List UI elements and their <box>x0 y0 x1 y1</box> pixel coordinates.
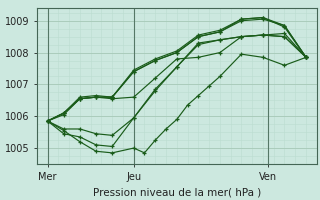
X-axis label: Pression niveau de la mer( hPa ): Pression niveau de la mer( hPa ) <box>93 187 261 197</box>
